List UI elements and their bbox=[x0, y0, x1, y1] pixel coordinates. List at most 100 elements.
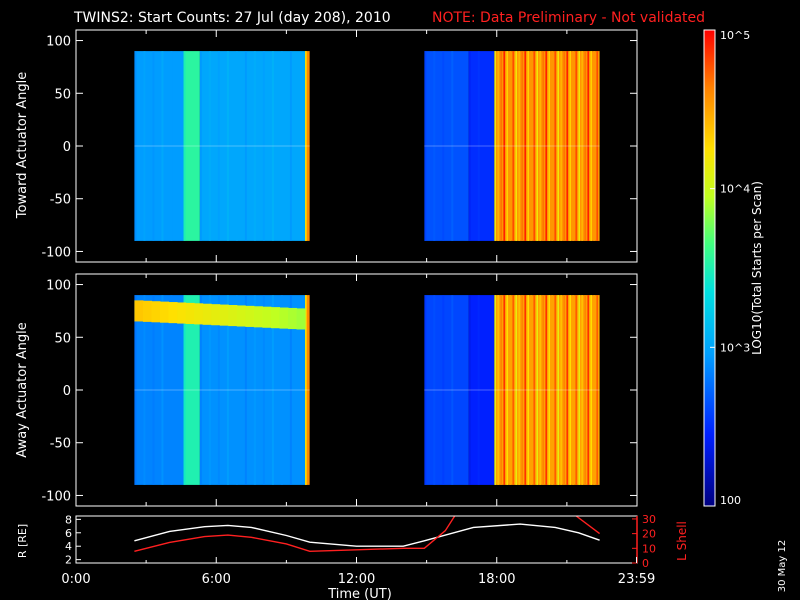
heatmap-stripe bbox=[533, 295, 536, 485]
heatmap-stripe bbox=[424, 51, 427, 241]
heatmap-stripe bbox=[500, 51, 503, 241]
heatmap-stripe bbox=[477, 295, 480, 485]
heatmap-stripe bbox=[199, 51, 202, 241]
heatmap-stripe bbox=[551, 295, 554, 485]
heatmap-stripe bbox=[253, 295, 256, 485]
colorbar-tick-label: 10^5 bbox=[720, 29, 750, 42]
heatmap-stripe bbox=[161, 295, 164, 485]
ytick-label: -50 bbox=[50, 437, 71, 452]
toward-angle-panel: -100 -50 0 50 100 bbox=[41, 29, 638, 263]
heatmap-band bbox=[134, 295, 184, 485]
heatmap-stripe bbox=[305, 51, 307, 241]
heatmap-stripe bbox=[280, 51, 283, 241]
heatmap-stripe bbox=[468, 295, 471, 485]
heatmap-hot-band bbox=[160, 301, 170, 323]
heatmap-stripe bbox=[442, 51, 445, 241]
ytick-right-label: 10 bbox=[642, 542, 656, 555]
heatmap-band bbox=[183, 51, 200, 241]
heatmap-stripe bbox=[134, 51, 137, 241]
heatmap-stripe bbox=[584, 295, 587, 485]
heatmap-hot-band bbox=[236, 305, 246, 327]
heatmap-stripe bbox=[199, 295, 202, 485]
ytick-left-label: 8 bbox=[65, 513, 72, 526]
ytick-label: 100 bbox=[46, 35, 71, 50]
heatmap-stripe bbox=[442, 295, 445, 485]
heatmap-stripe bbox=[578, 295, 581, 485]
heatmap-stripe bbox=[509, 295, 512, 485]
heatmap-stripe bbox=[566, 51, 569, 241]
heatmap-stripe bbox=[530, 295, 533, 485]
colorbar-scale bbox=[703, 29, 716, 507]
heatmap-hot-band bbox=[228, 305, 238, 327]
heatmap-band bbox=[424, 51, 469, 241]
heatmap-stripe bbox=[468, 51, 471, 241]
preliminary-note: NOTE: Data Preliminary - Not validated bbox=[432, 10, 705, 26]
heatmap-stripe bbox=[581, 295, 584, 485]
heatmap-stripe bbox=[536, 295, 539, 485]
away-angle-ylabel: Away Actuator Angle bbox=[15, 322, 30, 457]
ytick-right-label: 30 bbox=[642, 513, 656, 526]
colorbar: 100 10^3 10^4 10^5 bbox=[703, 29, 750, 507]
heatmap-stripe bbox=[584, 51, 587, 241]
heatmap-stripe bbox=[494, 51, 497, 241]
heatmap-stripe bbox=[262, 295, 265, 485]
toward-angle-ylabel: Toward Actuator Angle bbox=[15, 72, 30, 219]
heatmap-stripe bbox=[500, 295, 503, 485]
heatmap-stripe bbox=[569, 295, 572, 485]
heatmap-stripe bbox=[575, 51, 578, 241]
ytick-label: -100 bbox=[41, 245, 71, 260]
heatmap-stripe bbox=[170, 51, 173, 241]
heatmap-stripe bbox=[305, 295, 307, 485]
heatmap-hot-band bbox=[142, 300, 153, 322]
heatmap-stripe bbox=[433, 295, 436, 485]
heatmap-stripe bbox=[271, 295, 274, 485]
colorbar-tick-label: 10^3 bbox=[720, 341, 750, 354]
heatmap-hot-band bbox=[194, 303, 204, 325]
heatmap-stripe bbox=[451, 295, 454, 485]
heatmap-stripe bbox=[548, 295, 551, 485]
heatmap-stripe bbox=[524, 295, 527, 485]
heatmap-stripe bbox=[539, 295, 542, 485]
heatmap-stripe bbox=[545, 295, 548, 485]
heatmap-stripe bbox=[542, 295, 545, 485]
heatmap-stripe bbox=[530, 51, 533, 241]
heatmap-hot-band bbox=[279, 307, 289, 329]
heatmap-band bbox=[468, 51, 495, 241]
time-xlabel: Time (UT) bbox=[327, 587, 392, 600]
heatmap-stripe bbox=[596, 295, 599, 485]
heatmap-stripe bbox=[593, 295, 596, 485]
heatmap-stripe bbox=[590, 295, 593, 485]
heatmap-stripe bbox=[208, 295, 211, 485]
heatmap-stripe bbox=[596, 51, 599, 241]
heatmap-stripe bbox=[575, 295, 578, 485]
xtick-label: 18:00 bbox=[478, 572, 515, 587]
heatmap-stripe bbox=[226, 295, 229, 485]
heatmap-hot-band bbox=[177, 302, 187, 324]
heatmap-stripe bbox=[235, 51, 238, 241]
heatmap-stripe bbox=[512, 295, 515, 485]
heatmap-stripe bbox=[217, 295, 220, 485]
heatmap-stripe bbox=[569, 51, 572, 241]
heatmap-hot-band bbox=[245, 305, 255, 327]
heatmap-stripe bbox=[289, 295, 292, 485]
heatmap-stripe bbox=[533, 51, 536, 241]
ytick-label: -50 bbox=[50, 193, 71, 208]
heatmap-stripe bbox=[226, 51, 229, 241]
heatmap-stripe bbox=[521, 51, 524, 241]
data-gap bbox=[309, 275, 425, 505]
heatmap-band bbox=[468, 295, 495, 485]
heatmap-stripe bbox=[545, 51, 548, 241]
heatmap-stripe bbox=[161, 51, 164, 241]
heatmap-band bbox=[134, 51, 184, 241]
heatmap-hot-band bbox=[270, 307, 280, 329]
series-line-l-shell bbox=[134, 516, 456, 553]
heatmap-stripe bbox=[217, 51, 220, 241]
heatmap-stripe bbox=[506, 51, 509, 241]
xtick-label: 23:59 bbox=[618, 572, 655, 587]
heatmap-hot-band bbox=[202, 303, 212, 325]
heatmap-stripe bbox=[183, 295, 186, 485]
heatmap-stripe bbox=[554, 295, 557, 485]
heatmap-stripe bbox=[183, 51, 186, 241]
heatmap-stripe bbox=[527, 51, 530, 241]
